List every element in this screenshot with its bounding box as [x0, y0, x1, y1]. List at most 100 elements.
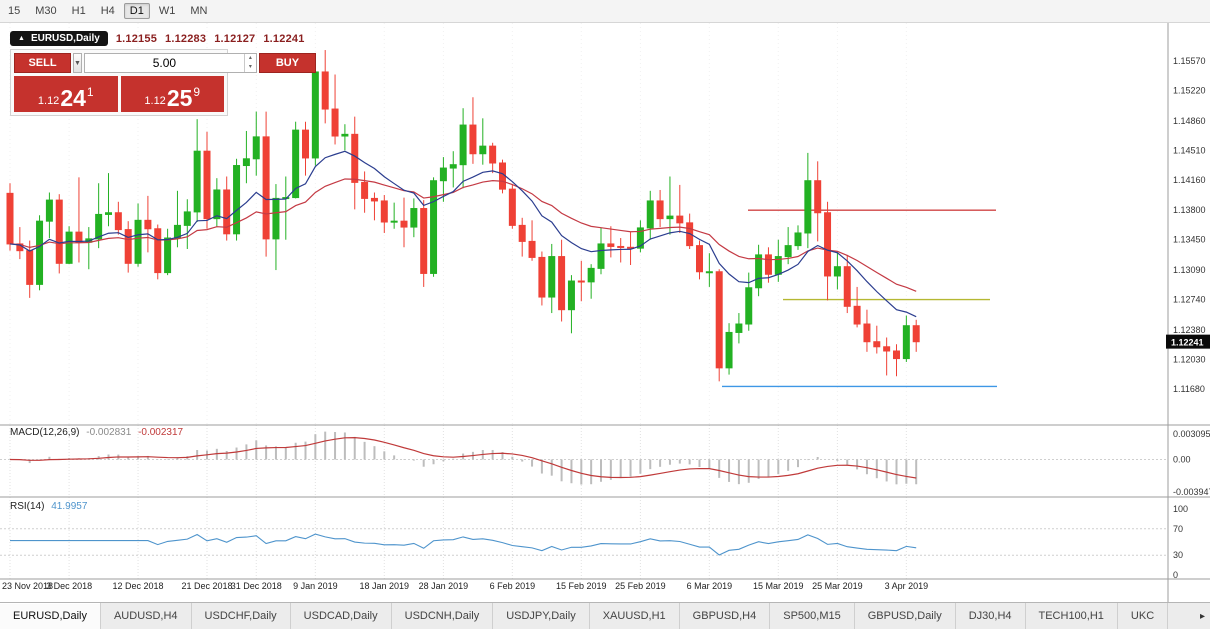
buy-price-pips: 25 — [166, 85, 193, 111]
candle — [449, 151, 457, 188]
candle — [183, 199, 191, 249]
volume-spinner: ▴ ▾ — [243, 54, 256, 72]
chart-tab-xauusd[interactable]: XAUUSD,H1 — [590, 603, 680, 629]
candle — [863, 309, 871, 352]
volume-decrease-button[interactable]: ▾ — [248, 64, 252, 70]
candle — [36, 215, 44, 291]
candle — [893, 344, 900, 377]
buy-button[interactable]: BUY — [258, 53, 316, 73]
timeframe-button-h4[interactable]: H4 — [100, 5, 115, 17]
candle — [75, 177, 83, 263]
candle — [459, 108, 467, 189]
timeframe-button-mn[interactable]: MN — [190, 5, 208, 17]
chart-tab-gbpusd[interactable]: GBPUSD,H4 — [680, 603, 771, 629]
candle — [380, 195, 388, 233]
chevron-down-icon: ▼ — [74, 59, 81, 67]
collapse-arrow-icon: ▲ — [18, 35, 25, 42]
candle — [804, 152, 812, 249]
chart-canvas[interactable]: 1.15570 1.15220 1.14860 1.14510 1.14160 1.138… — [0, 23, 1210, 603]
timeframe-button-15[interactable]: 15 — [8, 5, 21, 17]
candle — [252, 111, 260, 176]
candle — [430, 177, 438, 277]
candle — [755, 244, 763, 297]
rsi-value: 41.9957 — [51, 501, 88, 512]
chart-tab-ukc[interactable]: UKC — [1118, 603, 1169, 629]
candle — [607, 226, 615, 258]
candle — [696, 240, 703, 280]
chart-tab-eurusd[interactable]: EURUSD,Daily — [0, 603, 101, 629]
candle — [321, 50, 329, 124]
candle — [538, 251, 546, 306]
rsi-title: RSI(14) — [10, 501, 45, 512]
chart-tab-usdcnh[interactable]: USDCNH,Daily — [392, 603, 494, 629]
candle — [469, 97, 477, 164]
chart-tab-usdcad[interactable]: USDCAD,Daily — [291, 603, 392, 629]
candle — [597, 227, 605, 275]
candle — [824, 201, 832, 301]
candle — [686, 213, 694, 249]
date-axis-label: 6 Mar 2019 — [687, 581, 733, 591]
rsi-axis-label: 30 — [1173, 550, 1183, 560]
sell-price-prefix: 1.12 — [37, 95, 60, 107]
candle — [715, 269, 723, 382]
candle — [479, 118, 487, 165]
chart-tab-dj30[interactable]: DJ30,H4 — [956, 603, 1026, 629]
volume-increase-button[interactable]: ▴ — [248, 55, 252, 61]
candle — [843, 254, 851, 314]
timeframe-button-h1[interactable]: H1 — [71, 5, 86, 17]
ohlc-values: 1.12155 1.12283 1.12127 1.12241 — [116, 33, 305, 45]
volume-input[interactable] — [84, 54, 244, 72]
candle — [242, 130, 250, 184]
candle — [311, 61, 319, 166]
candle — [883, 337, 891, 376]
timeframe-toolbar: 15 M30 H1 H4 D1 W1 MN — [0, 0, 1210, 23]
timeframe-button-d1[interactable]: D1 — [123, 3, 150, 19]
price-axis-label: 1.14510 — [1173, 145, 1206, 155]
candle — [203, 131, 211, 229]
sell-button[interactable]: SELL — [14, 53, 71, 73]
chart-tab-usdjpy[interactable]: USDJPY,Daily — [493, 603, 590, 629]
candle — [85, 227, 93, 270]
price-axis-label: 1.14160 — [1173, 175, 1206, 185]
price-axis-label: 1.13090 — [1173, 265, 1206, 275]
candle — [302, 121, 309, 176]
candle — [331, 74, 339, 145]
candle — [124, 221, 132, 273]
candle — [666, 176, 674, 235]
candle — [705, 253, 713, 287]
volume-dropdown-button[interactable]: ▼ — [73, 53, 82, 73]
buy-price-box[interactable]: 1.12 25 9 — [120, 76, 224, 112]
high-value: 1.12283 — [165, 32, 207, 45]
chart-tab-sp500[interactable]: SP500,M15 — [770, 603, 855, 629]
date-axis-label: 25 Feb 2019 — [615, 581, 666, 591]
date-axis-label: 6 Feb 2019 — [490, 581, 536, 591]
candle — [55, 194, 63, 274]
date-axis-label: 18 Jan 2019 — [360, 581, 410, 591]
price-axis-label: 1.12740 — [1173, 295, 1206, 305]
timeframe-button-m30[interactable]: M30 — [35, 5, 57, 17]
chart-area: 1.15570 1.15220 1.14860 1.14510 1.14160 1.138… — [0, 23, 1210, 603]
candle — [853, 286, 861, 328]
candle — [725, 323, 733, 375]
rsi-axis-label: 100 — [1173, 504, 1188, 514]
price-axis-label: 1.13800 — [1173, 205, 1206, 215]
candle — [262, 111, 270, 257]
macd-axis-label: 0.003095 — [1173, 429, 1210, 439]
sell-price-box[interactable]: 1.12 24 1 — [14, 76, 118, 112]
macd-axis-label: -0.003947 — [1173, 487, 1210, 497]
low-value: 1.12127 — [214, 32, 256, 45]
tab-scroll-right-button[interactable]: ▸ — [1199, 610, 1205, 622]
candle — [528, 220, 536, 261]
candle — [814, 161, 822, 242]
oneclick-panel-toggle[interactable]: ▲ EURUSD,Daily — [10, 31, 108, 46]
chart-tab-gbpusd[interactable]: GBPUSD,Daily — [855, 603, 956, 629]
chart-tab-tech100[interactable]: TECH100,H1 — [1026, 603, 1118, 629]
date-axis-label: 23 Nov 2018 — [2, 581, 53, 591]
candle — [794, 225, 802, 250]
chart-tab-usdchf[interactable]: USDCHF,Daily — [192, 603, 291, 629]
timeframe-button-w1[interactable]: W1 — [158, 5, 176, 17]
candle — [105, 173, 112, 227]
date-axis-label: 3 Dec 2018 — [46, 581, 92, 591]
candle — [587, 264, 595, 299]
chart-tab-audusd[interactable]: AUDUSD,H4 — [101, 603, 192, 629]
